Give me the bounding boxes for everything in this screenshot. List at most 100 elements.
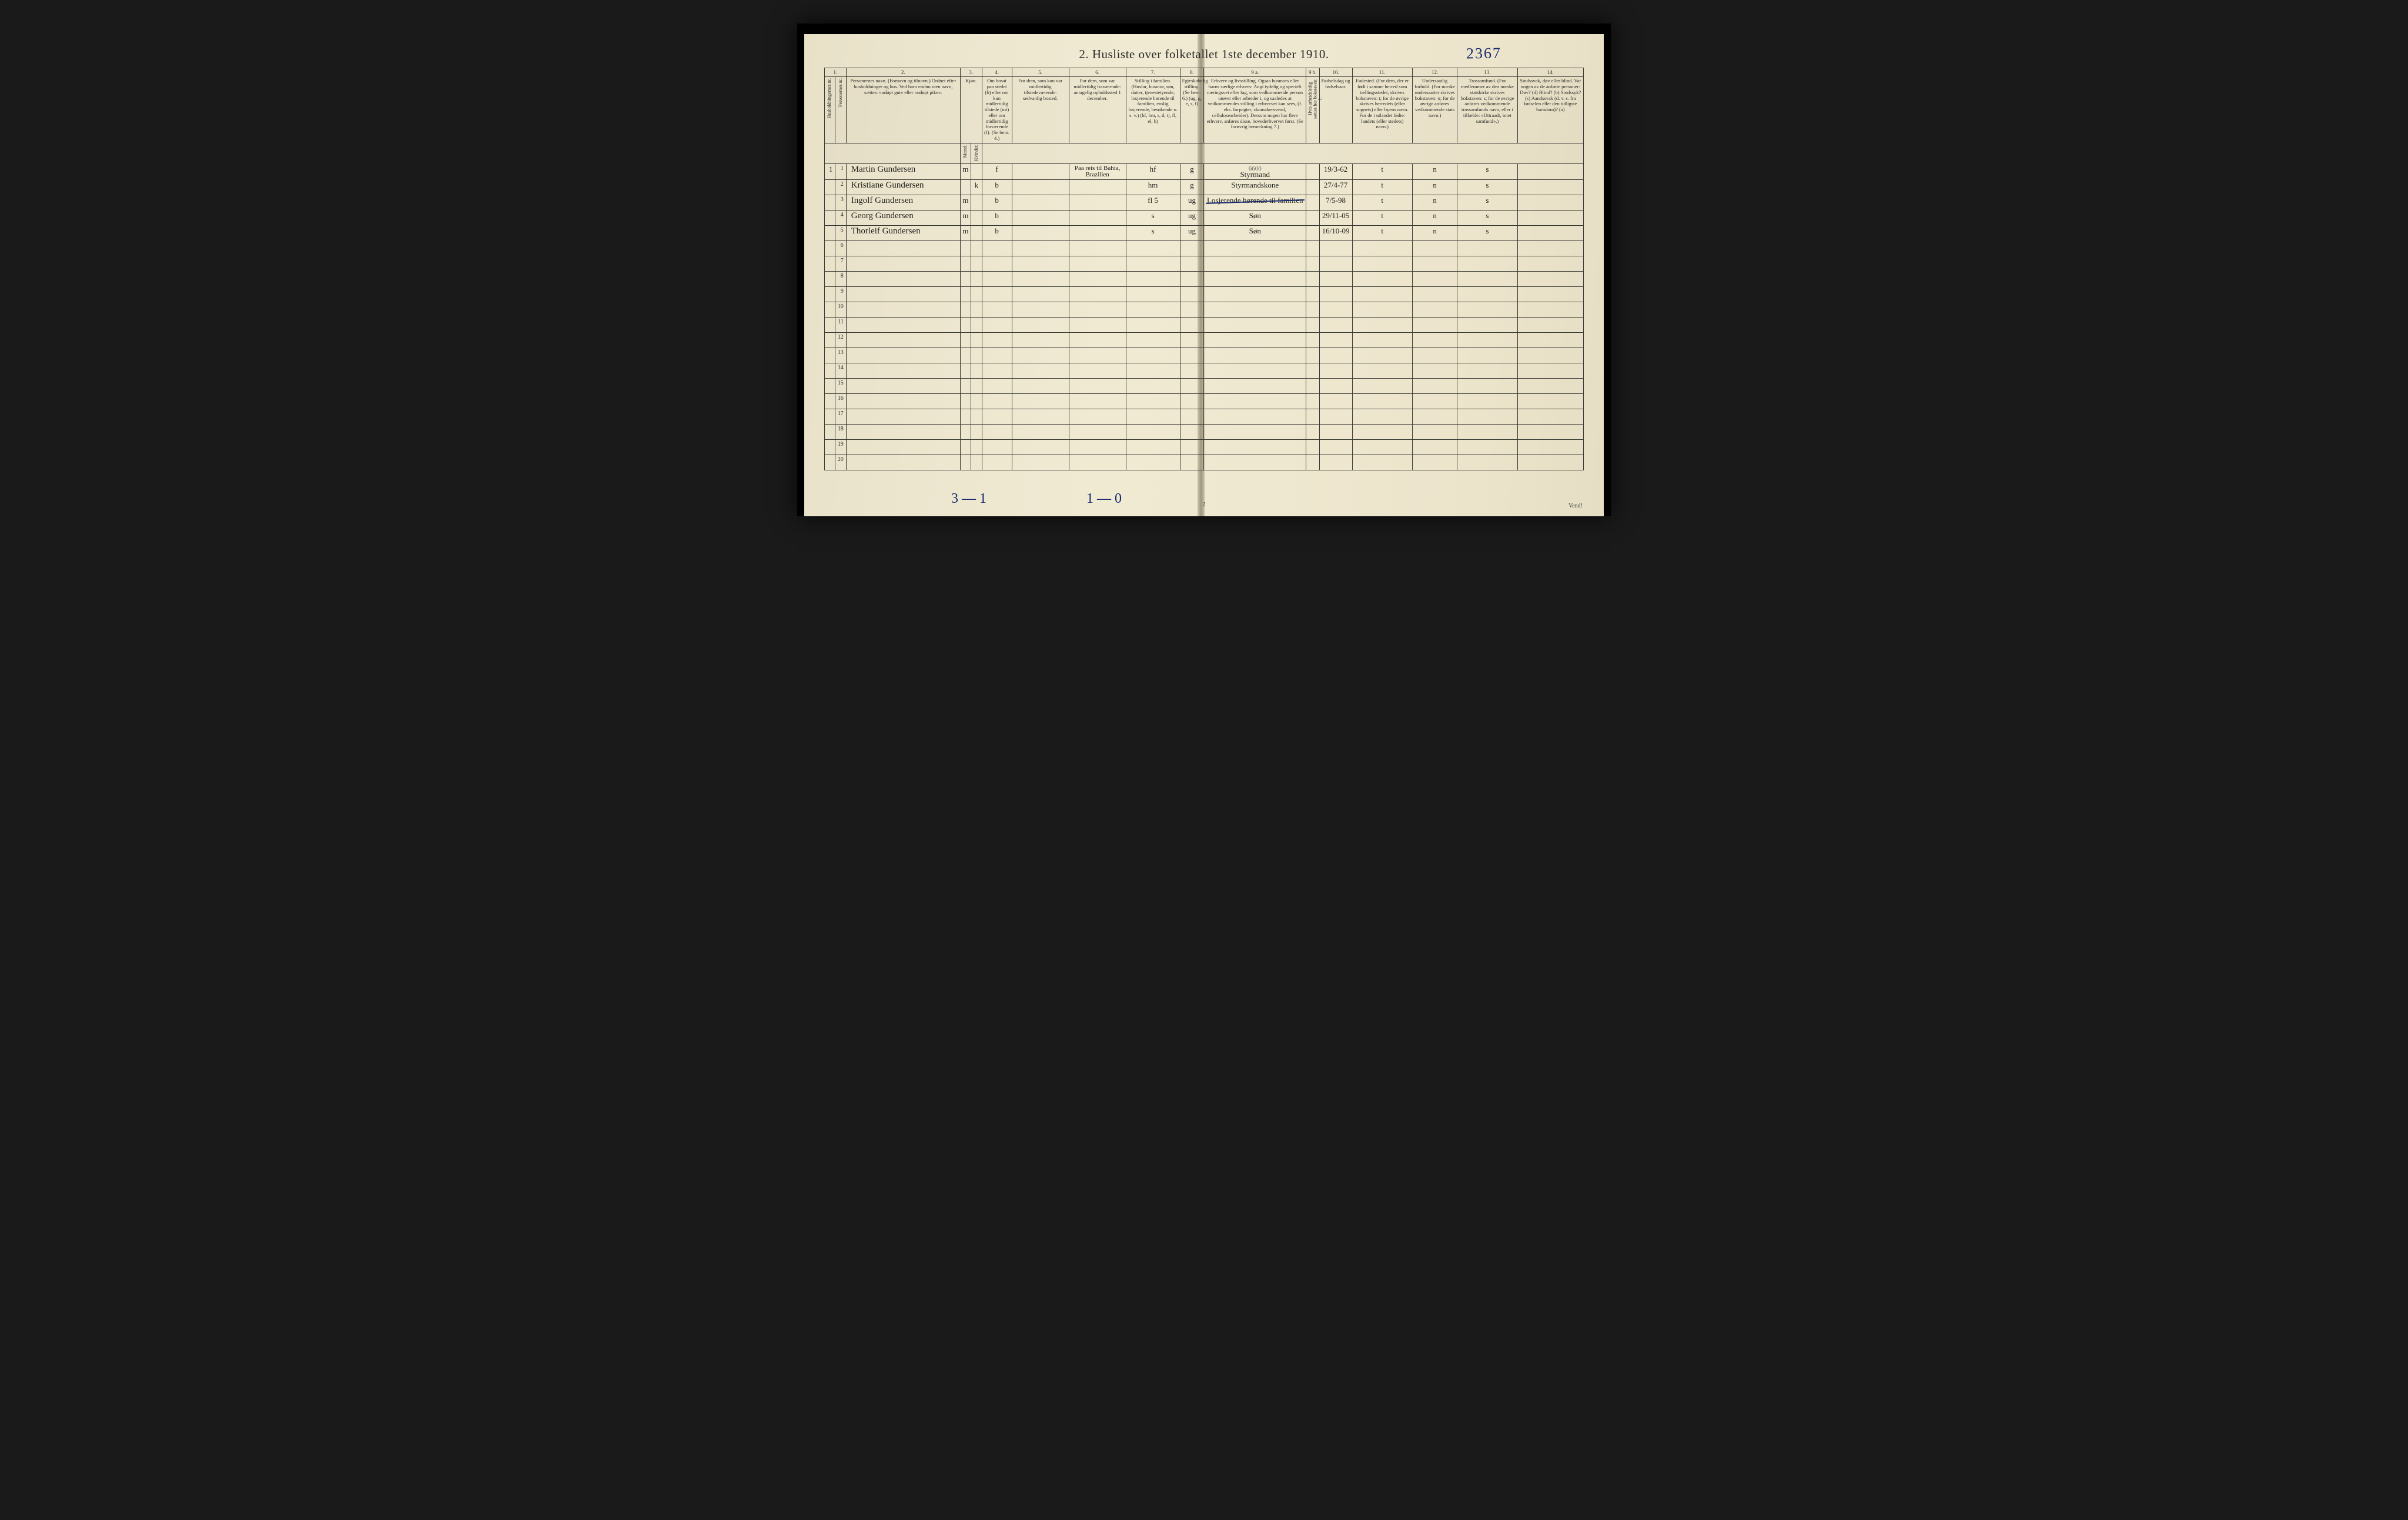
cell-unemployed — [1306, 394, 1319, 409]
cell-sex-k — [971, 455, 982, 470]
cell-occupation — [1204, 409, 1306, 425]
cell-disability — [1517, 211, 1583, 226]
cell-nationality — [1412, 287, 1457, 302]
cell-birthplace: t — [1352, 164, 1412, 180]
cell-residence — [982, 348, 1012, 363]
cell-usual-place — [1012, 333, 1069, 348]
cell-dob — [1319, 409, 1352, 425]
cell-disability — [1517, 379, 1583, 394]
cell-dob — [1319, 318, 1352, 333]
cell-marital — [1180, 394, 1204, 409]
cell-birthplace — [1352, 425, 1412, 440]
cell-name — [846, 455, 960, 470]
cell-name — [846, 318, 960, 333]
hdr-disability: Sindssvak, døv eller blind. Var nogen av… — [1517, 77, 1583, 143]
cell-occupation — [1204, 455, 1306, 470]
cell-dob — [1319, 348, 1352, 363]
cell-usual-place — [1012, 302, 1069, 318]
cell-usual-place — [1012, 164, 1069, 180]
printed-page-number: 2 — [1203, 502, 1206, 508]
cell-name — [846, 287, 960, 302]
cell-marital — [1180, 241, 1204, 256]
cell-faith: s — [1457, 211, 1517, 226]
table-row: 19 — [825, 440, 1584, 455]
cell-family-role — [1126, 272, 1180, 287]
cell-usual-place — [1012, 211, 1069, 226]
cell-occupation — [1204, 394, 1306, 409]
cell-usual-place — [1012, 272, 1069, 287]
cell-disability — [1517, 333, 1583, 348]
cell-disability — [1517, 394, 1583, 409]
cell-faith — [1457, 256, 1517, 272]
cell-person-no: 8 — [835, 272, 846, 287]
hdr-marital: Egteskabelig stilling. (Se bem. 6.) (ug,… — [1180, 77, 1204, 143]
cell-occupation — [1204, 318, 1306, 333]
cell-household-no — [825, 180, 835, 195]
hdr-nationality: Undersaatlig forhold. (For norske unders… — [1412, 77, 1457, 143]
hdr-occupation: Erhverv og livsstilling. Ogsaa husmors e… — [1204, 77, 1306, 143]
cell-dob: 29/11-05 — [1319, 211, 1352, 226]
cell-nationality: n — [1412, 164, 1457, 180]
cell-birthplace — [1352, 302, 1412, 318]
cell-marital — [1180, 318, 1204, 333]
cell-faith — [1457, 394, 1517, 409]
cell-faith — [1457, 363, 1517, 379]
cell-sex-k — [971, 211, 982, 226]
cell-usual-place — [1012, 440, 1069, 455]
cell-marital — [1180, 455, 1204, 470]
table-row: 18 — [825, 425, 1584, 440]
cell-family-role — [1126, 363, 1180, 379]
cell-family-role: s — [1126, 211, 1180, 226]
colnum-12: 12. — [1412, 68, 1457, 77]
cell-sex-m: m — [960, 211, 971, 226]
cell-faith — [1457, 348, 1517, 363]
cell-residence — [982, 302, 1012, 318]
cell-household-no — [825, 272, 835, 287]
cell-family-role — [1126, 302, 1180, 318]
cell-away-place — [1069, 379, 1126, 394]
cell-name — [846, 440, 960, 455]
cell-birthplace — [1352, 287, 1412, 302]
cell-disability — [1517, 363, 1583, 379]
cell-away-place — [1069, 363, 1126, 379]
table-row: 15 — [825, 379, 1584, 394]
cell-occupation — [1204, 440, 1306, 455]
cell-marital — [1180, 333, 1204, 348]
cell-sex-k — [971, 226, 982, 241]
cell-residence — [982, 333, 1012, 348]
cell-household-no — [825, 226, 835, 241]
cell-disability — [1517, 164, 1583, 180]
cell-birthplace — [1352, 409, 1412, 425]
header-sub-row: Mænd. Kvinder. — [825, 143, 1584, 164]
cell-family-role — [1126, 379, 1180, 394]
cell-usual-place — [1012, 256, 1069, 272]
cell-occupation: 6600Styrmand — [1204, 164, 1306, 180]
cell-household-no — [825, 440, 835, 455]
cell-away-place — [1069, 318, 1126, 333]
cell-nationality — [1412, 272, 1457, 287]
hdr-residence: Om bosat paa stedet (b) eller om kun mid… — [982, 77, 1012, 143]
cell-dob: 16/10-09 — [1319, 226, 1352, 241]
cell-faith — [1457, 425, 1517, 440]
cell-birthplace — [1352, 440, 1412, 455]
hdr-sex: Kjøn. — [960, 77, 982, 143]
cell-disability — [1517, 241, 1583, 256]
cell-person-no: 19 — [835, 440, 846, 455]
cell-faith: s — [1457, 180, 1517, 195]
colnum-13: 13. — [1457, 68, 1517, 77]
cell-disability — [1517, 409, 1583, 425]
cell-marital: ug — [1180, 195, 1204, 211]
cell-sex-m — [960, 318, 971, 333]
colnum-10: 10. — [1319, 68, 1352, 77]
cell-away-place — [1069, 241, 1126, 256]
cell-person-no: 7 — [835, 256, 846, 272]
cell-dob — [1319, 363, 1352, 379]
cell-disability — [1517, 226, 1583, 241]
cell-usual-place — [1012, 455, 1069, 470]
cell-name — [846, 379, 960, 394]
cell-sex-m — [960, 256, 971, 272]
table-row: 3Ingolf Gundersenmbfl 5ugLosjerende høre… — [825, 195, 1584, 211]
cell-residence — [982, 287, 1012, 302]
table-row: 6 — [825, 241, 1584, 256]
cell-usual-place — [1012, 348, 1069, 363]
